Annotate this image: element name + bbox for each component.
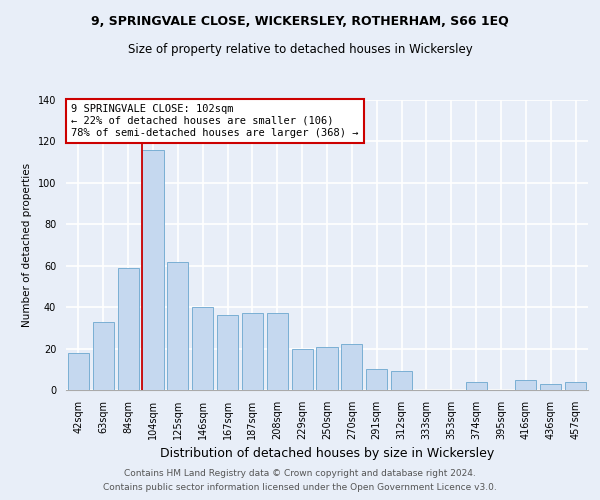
Text: 9 SPRINGVALE CLOSE: 102sqm
← 22% of detached houses are smaller (106)
78% of sem: 9 SPRINGVALE CLOSE: 102sqm ← 22% of deta…	[71, 104, 359, 138]
Bar	[316, 346, 338, 390]
Text: 9, SPRINGVALE CLOSE, WICKERSLEY, ROTHERHAM, S66 1EQ: 9, SPRINGVALE CLOSE, WICKERSLEY, ROTHERH…	[91, 15, 509, 28]
Bar	[292, 348, 313, 390]
Bar	[118, 268, 139, 390]
Bar	[267, 314, 288, 390]
Bar	[341, 344, 362, 390]
Bar	[217, 316, 238, 390]
Bar	[565, 382, 586, 390]
Text: Contains HM Land Registry data © Crown copyright and database right 2024.: Contains HM Land Registry data © Crown c…	[124, 468, 476, 477]
Y-axis label: Number of detached properties: Number of detached properties	[22, 163, 32, 327]
Bar	[366, 370, 387, 390]
Text: Contains public sector information licensed under the Open Government Licence v3: Contains public sector information licen…	[103, 484, 497, 492]
Bar	[391, 372, 412, 390]
Bar	[93, 322, 114, 390]
Bar	[142, 150, 164, 390]
Text: Size of property relative to detached houses in Wickersley: Size of property relative to detached ho…	[128, 42, 472, 56]
Bar	[167, 262, 188, 390]
Bar	[466, 382, 487, 390]
Bar	[515, 380, 536, 390]
Bar	[68, 352, 89, 390]
X-axis label: Distribution of detached houses by size in Wickersley: Distribution of detached houses by size …	[160, 448, 494, 460]
Bar	[540, 384, 561, 390]
Bar	[242, 314, 263, 390]
Bar	[192, 307, 213, 390]
